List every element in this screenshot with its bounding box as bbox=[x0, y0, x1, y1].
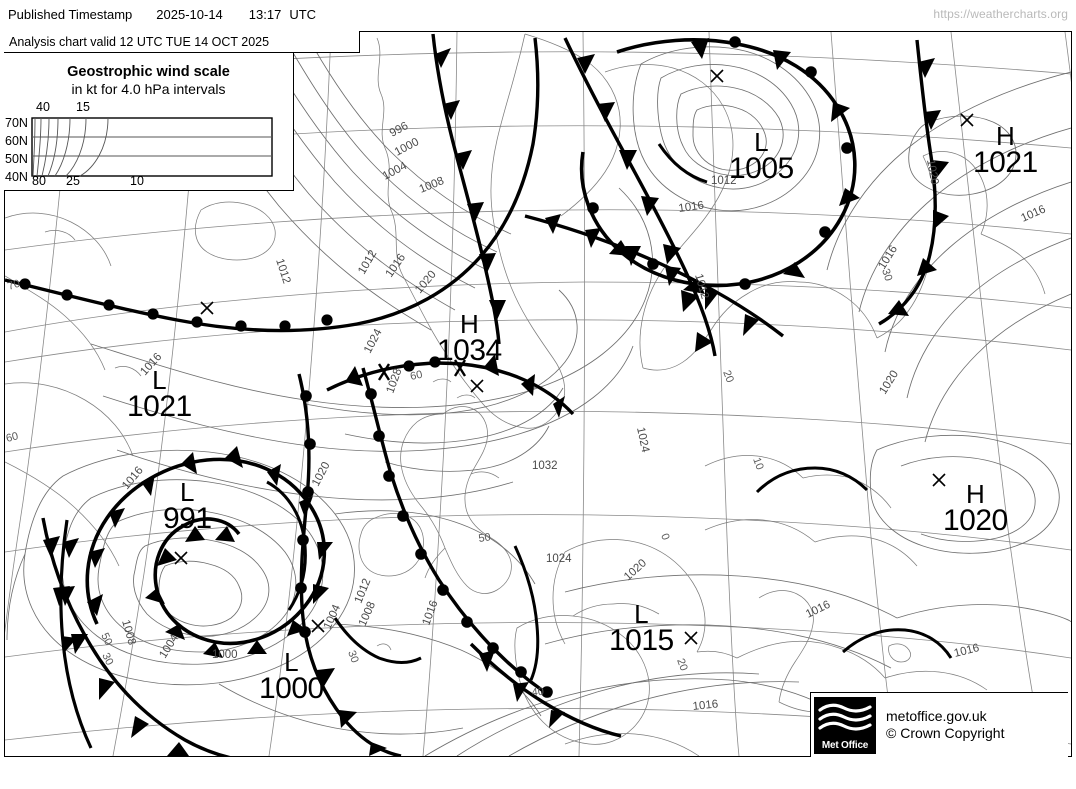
wind-scale-top-label-15: 15 bbox=[76, 100, 90, 114]
published-timestamp-label: Published Timestamp bbox=[8, 6, 133, 22]
isobar-label-18: 1024 bbox=[634, 426, 651, 454]
latitude-label-1: 60 bbox=[409, 369, 423, 383]
isobar-label-27: 1016 bbox=[421, 599, 441, 627]
met-office-text-block: metoffice.gov.uk © Crown Copyright bbox=[886, 708, 1004, 743]
cold-front-norway bbox=[563, 37, 717, 357]
isobar-label-32: 1020 bbox=[877, 369, 901, 397]
isobar-label-14: 1024 bbox=[362, 327, 385, 356]
isobar-label-23: 1020 bbox=[310, 460, 333, 488]
cold-front-left-margin bbox=[59, 519, 93, 749]
cold-front-greenland-east bbox=[431, 33, 506, 345]
site-watermark: https://weathercharts.org bbox=[933, 7, 1068, 21]
met-office-wordmark: Met Office bbox=[821, 739, 869, 751]
isobar-label-2: 1004 bbox=[381, 160, 410, 183]
trough-lines bbox=[266, 466, 953, 681]
wind-scale-top-label-40: 40 bbox=[36, 100, 50, 114]
isobar-label-6: 1020 bbox=[413, 269, 439, 296]
isobar-label-10: 1016 bbox=[138, 351, 164, 378]
warm-front-greenland bbox=[5, 37, 540, 333]
isobar-label-29: 1016 bbox=[692, 698, 719, 713]
cold-front-scandinavia bbox=[878, 39, 949, 326]
isobar-label-16: 1032 bbox=[532, 460, 558, 472]
isobar-label-28: 1020 bbox=[622, 557, 649, 583]
occluded-front-iceland-south bbox=[326, 354, 575, 418]
wind-scale-bottom-label-25: 25 bbox=[66, 174, 80, 188]
isobar-label-19: 1016 bbox=[120, 465, 146, 492]
met-office-logo-icon: Met Office bbox=[814, 696, 876, 754]
isobar-label-0: 996 bbox=[388, 120, 411, 140]
isobar-label-7: 1012 bbox=[711, 175, 737, 187]
geostrophic-wind-scale-box: Geostrophic wind scale in kt for 4.0 hPa… bbox=[4, 53, 294, 191]
chart-validity-box: Analysis chart valid 12 UTC TUE 14 OCT 2… bbox=[4, 31, 360, 53]
isobar-label-33: 1020 bbox=[924, 158, 940, 185]
wind-scale-lat-40n: 40N bbox=[5, 170, 28, 184]
longitude-label-0: 30 bbox=[879, 267, 894, 282]
met-office-logo-box: Met Office metoffice.gov.uk © Crown Copy… bbox=[810, 692, 1068, 757]
cold-front-bottom-right bbox=[469, 642, 622, 738]
longitude-label-1: 20 bbox=[720, 369, 736, 385]
warm-front-norwegian-sea bbox=[524, 214, 785, 338]
latitude-label-0: 70 bbox=[6, 278, 21, 293]
met-office-url: metoffice.gov.uk bbox=[886, 707, 987, 724]
longitude-label-3: 0 bbox=[658, 532, 671, 542]
occluded-front-low-991 bbox=[85, 446, 333, 658]
isobar-label-1: 1000 bbox=[393, 136, 421, 159]
latitude-label-3: 40 bbox=[531, 686, 544, 699]
wind-scale-lat-50n: 50N bbox=[5, 152, 28, 166]
latitude-label-group: 70 60 50 40 60 50 30 bbox=[5, 278, 544, 699]
published-timestamp-bar: Published Timestamp 2025-10-14 13:17 UTC bbox=[0, 0, 1076, 28]
isobar-label-20: 1008 bbox=[119, 619, 138, 647]
isobar-label-31: 1016 bbox=[953, 642, 981, 660]
longitude-label-5: 20 bbox=[674, 657, 689, 673]
longitude-label-2: 10 bbox=[750, 456, 765, 472]
wind-scale-subtitle: in kt for 4.0 hPa intervals bbox=[71, 81, 226, 97]
isobar-label-15: 1028 bbox=[385, 367, 405, 395]
wind-scale-bottom-label-10: 10 bbox=[130, 174, 144, 188]
wind-scale-lat-70n: 70N bbox=[5, 116, 28, 130]
latitude-label-2: 50 bbox=[478, 531, 492, 545]
crown-copyright-text: © Crown Copyright bbox=[886, 725, 1005, 741]
published-time-value: 13:17 bbox=[248, 6, 282, 22]
isobar-label-17: 1024 bbox=[546, 553, 572, 565]
isobar-label-12: 1016 bbox=[1019, 203, 1047, 224]
occluded-front-low-1005 bbox=[579, 36, 860, 294]
wind-scale-title: Geostrophic wind scale bbox=[67, 64, 230, 80]
isobar-label-8: 1016 bbox=[678, 200, 705, 215]
synoptic-chart-frame: 996 1000 1004 1008 1012 1016 1020 1012 1016 1012 1… bbox=[4, 31, 1072, 757]
longitude-label-group: 30 20 10 0 30 20 bbox=[345, 267, 894, 672]
isobar-label-4: 1012 bbox=[356, 248, 379, 276]
wind-scale-bottom-label-80: 80 bbox=[32, 174, 46, 188]
met-office-wave-icon bbox=[818, 703, 872, 730]
published-timezone-value: UTC bbox=[289, 6, 317, 22]
published-date-value: 2025-10-14 bbox=[156, 6, 223, 22]
isobar-label-24: 1012 bbox=[353, 577, 374, 605]
warm-front-mid-atlantic bbox=[295, 373, 402, 756]
wind-scale-lat-60n: 60N bbox=[5, 134, 28, 148]
wind-scale-graphic: 40 15 70N 60N 50N 40N 80 bbox=[4, 100, 293, 188]
warm-front-atlantic-inner bbox=[361, 367, 553, 698]
isobar-label-22: 1000 bbox=[212, 649, 238, 661]
latitude-label-4: 60 bbox=[5, 430, 20, 445]
latitude-label-6: 30 bbox=[99, 651, 115, 667]
wind-scale-nomogram bbox=[31, 117, 273, 177]
latitude-label-5: 50 bbox=[98, 631, 114, 647]
longitude-label-4: 30 bbox=[345, 649, 360, 665]
chart-validity-text: Analysis chart valid 12 UTC TUE 14 OCT 2… bbox=[9, 34, 270, 49]
isobar-label-9: 1012 bbox=[273, 257, 292, 285]
isobar-label-30: 1016 bbox=[804, 599, 832, 621]
pressure-centre-markers bbox=[174, 69, 974, 645]
isobar-label-3: 1008 bbox=[418, 175, 446, 196]
